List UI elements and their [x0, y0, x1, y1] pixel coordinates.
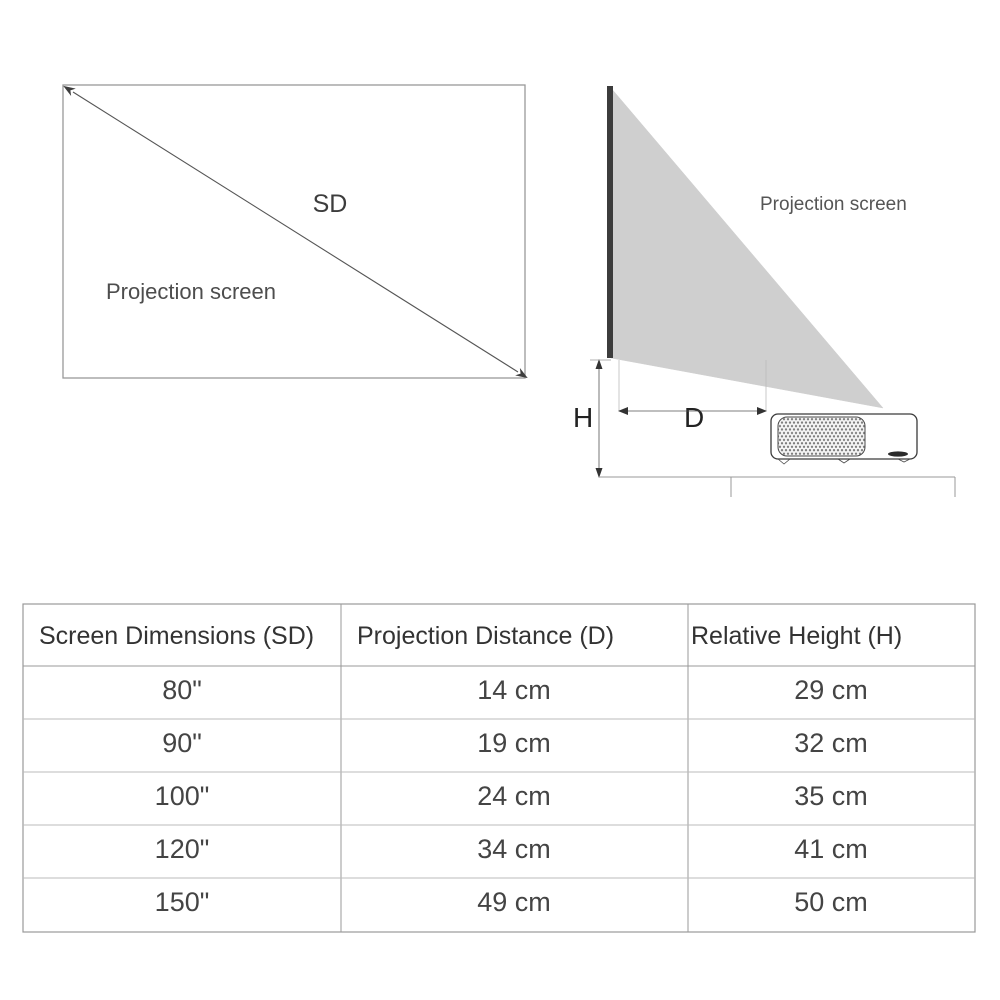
- svg-text:D: D: [684, 402, 704, 433]
- svg-text:Projection screen: Projection screen: [760, 194, 907, 215]
- svg-text:49 cm: 49 cm: [477, 887, 551, 917]
- svg-text:100": 100": [155, 781, 210, 811]
- svg-text:34 cm: 34 cm: [477, 834, 551, 864]
- svg-text:14 cm: 14 cm: [477, 675, 551, 705]
- svg-text:29 cm: 29 cm: [794, 675, 868, 705]
- svg-text:Projection Distance (D): Projection Distance (D): [357, 622, 614, 650]
- svg-text:24 cm: 24 cm: [477, 781, 551, 811]
- svg-text:SD: SD: [313, 190, 348, 218]
- svg-text:90": 90": [162, 728, 202, 758]
- svg-text:32 cm: 32 cm: [794, 728, 868, 758]
- svg-text:41 cm: 41 cm: [794, 834, 868, 864]
- svg-text:Projection screen: Projection screen: [106, 279, 276, 304]
- svg-text:80": 80": [162, 675, 202, 705]
- svg-text:H: H: [573, 402, 593, 433]
- svg-text:Relative Height (H): Relative Height (H): [691, 622, 902, 650]
- svg-text:120": 120": [155, 834, 210, 864]
- svg-text:50 cm: 50 cm: [794, 887, 868, 917]
- svg-text:19 cm: 19 cm: [477, 728, 551, 758]
- svg-text:35 cm: 35 cm: [794, 781, 868, 811]
- svg-text:Screen Dimensions (SD): Screen Dimensions (SD): [39, 622, 314, 650]
- svg-text:150": 150": [155, 887, 210, 917]
